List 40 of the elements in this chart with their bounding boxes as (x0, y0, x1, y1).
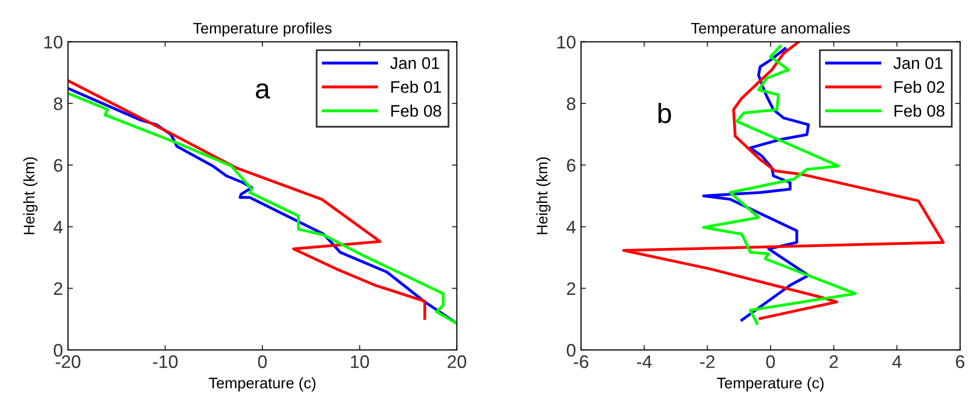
x-tick-label: 6 (956, 355, 964, 368)
x-tick-label: -10 (152, 355, 178, 368)
x-tick-label: 0 (258, 355, 267, 368)
y-tick-label: 10 (44, 36, 62, 49)
chart-title: Temperature profiles (193, 22, 332, 37)
y-tick-label: 10 (557, 36, 576, 49)
legend-label: Feb 08 (391, 104, 442, 117)
y-tick-label: 6 (567, 159, 576, 172)
y-tick-label: 6 (54, 159, 62, 172)
y-axis-title: Height (km) (536, 157, 551, 234)
y-axis-title: Height (km) (23, 157, 38, 234)
x-tick-label: 4 (892, 355, 902, 368)
x-axis-title: Temperature (c) (208, 377, 316, 392)
x-tick-label: -6 (574, 355, 588, 368)
y-tick-label: 2 (54, 282, 62, 295)
x-tick-label: 2 (830, 355, 838, 368)
legend-label: Feb 01 (391, 80, 442, 93)
line-series (702, 44, 857, 325)
legend-label: Feb 08 (894, 104, 944, 117)
y-tick-label: 2 (567, 282, 576, 295)
y-tick-label: 4 (54, 220, 63, 234)
annotation: a (256, 83, 270, 99)
x-tick-label: 10 (350, 355, 369, 368)
chart-title: Temperature anomalies (691, 22, 850, 37)
x-tick-label: 20 (448, 355, 466, 368)
y-tick-label: 4 (566, 220, 576, 234)
legend-label: Jan 01 (893, 57, 942, 70)
annotation: b (658, 102, 671, 124)
legend-label: Jan 01 (390, 57, 440, 70)
x-tick-label: -2 (700, 355, 714, 368)
y-tick-label: 0 (54, 344, 62, 357)
y-tick-label: 8 (566, 97, 576, 110)
line-series (622, 42, 945, 320)
y-tick-label: 0 (566, 344, 576, 357)
legend-label: Feb 02 (894, 80, 944, 93)
x-axis-title: Temperature (c) (717, 377, 824, 392)
y-tick-label: 8 (54, 97, 62, 110)
x-tick-label: -4 (636, 355, 652, 368)
x-tick-label: 0 (766, 355, 775, 368)
x-tick-label: -20 (56, 355, 80, 368)
